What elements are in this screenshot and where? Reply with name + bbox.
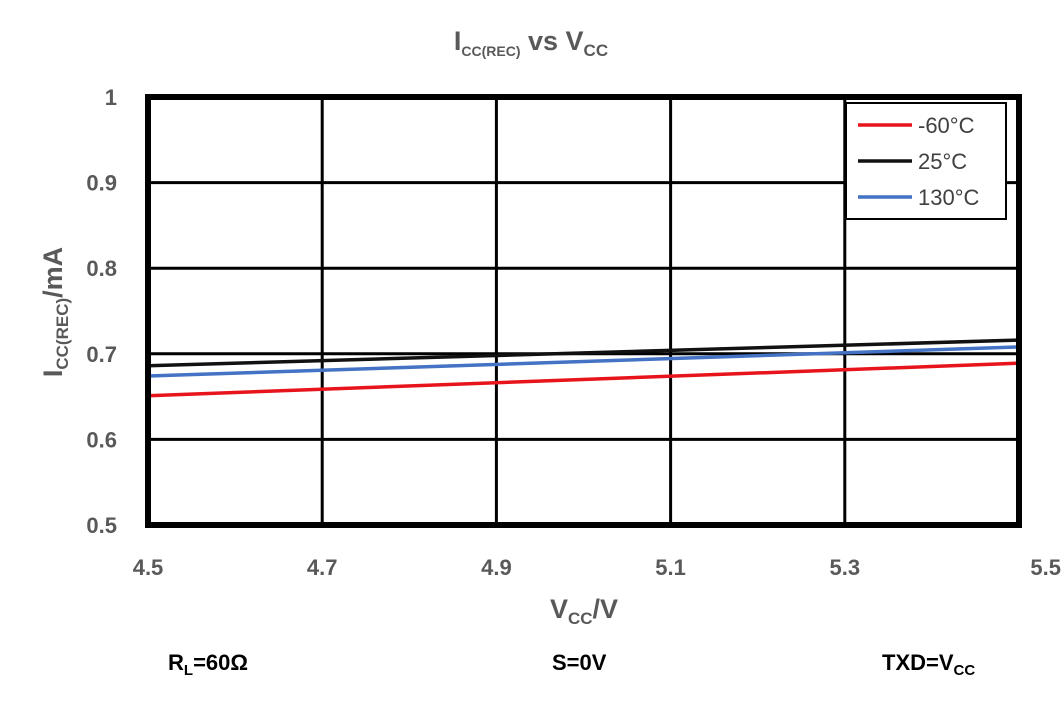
x-tick-label-3: 5.1 — [655, 555, 686, 580]
y-axis-label-rest: /mA — [38, 247, 68, 298]
chart-title-sub: CC(REC) — [461, 43, 520, 59]
y-tick-label-2: 0.7 — [86, 342, 117, 367]
series-line-1 — [147, 338, 1020, 368]
x-tick-label-0: 4.5 — [133, 555, 164, 580]
y-tick-label-1: 0.6 — [86, 427, 117, 452]
x-axis-label: VCC/V — [550, 594, 618, 628]
x-tick-label-2: 4.9 — [481, 555, 512, 580]
y-axis-label-main: I — [38, 370, 68, 378]
y-tick-label-4: 0.9 — [86, 171, 117, 196]
legend-label-1: 25°C — [918, 149, 967, 174]
legend: -60°C 25°C 130°C — [845, 102, 1007, 220]
y-tick-label-3: 0.8 — [86, 256, 117, 281]
x-tick-label-1: 4.7 — [307, 555, 338, 580]
annotation-rl: RL=60Ω — [168, 650, 248, 679]
x-axis-label-sub: CC — [568, 609, 593, 628]
x-tick-label-4: 5.3 — [830, 555, 861, 580]
x-tick-labels: 4.5 4.7 4.9 5.1 5.3 5.5 — [133, 555, 1061, 580]
chart-title-main: I — [454, 26, 462, 56]
series-lines — [147, 338, 1020, 398]
annotation-s: S=0V — [552, 650, 607, 675]
series-line-0 — [147, 361, 1020, 398]
y-axis-label: ICC(REC)/mA — [38, 247, 72, 377]
chart-title-sub2: CC — [584, 41, 609, 60]
y-axis-label-sub: CC(REC) — [53, 298, 72, 370]
y-tick-label-5: 1 — [105, 85, 117, 110]
legend-label-2: 130°C — [918, 185, 980, 210]
plot-frame — [145, 94, 1022, 528]
x-axis-label-main: V — [550, 594, 568, 624]
x-tick-label-5: 5.5 — [1030, 555, 1061, 580]
chart-title-rest: vs V — [521, 26, 584, 56]
x-axis-label-rest: /V — [593, 594, 619, 624]
annotation-txd: TXD=VCC — [882, 650, 975, 679]
chart-title: ICC(REC) vs VCC — [454, 26, 608, 60]
series-line-2 — [147, 345, 1020, 378]
legend-label-0: -60°C — [918, 113, 975, 138]
y-tick-labels: 0.5 0.6 0.7 0.8 0.9 1 — [86, 85, 117, 538]
y-tick-label-0: 0.5 — [86, 513, 117, 538]
